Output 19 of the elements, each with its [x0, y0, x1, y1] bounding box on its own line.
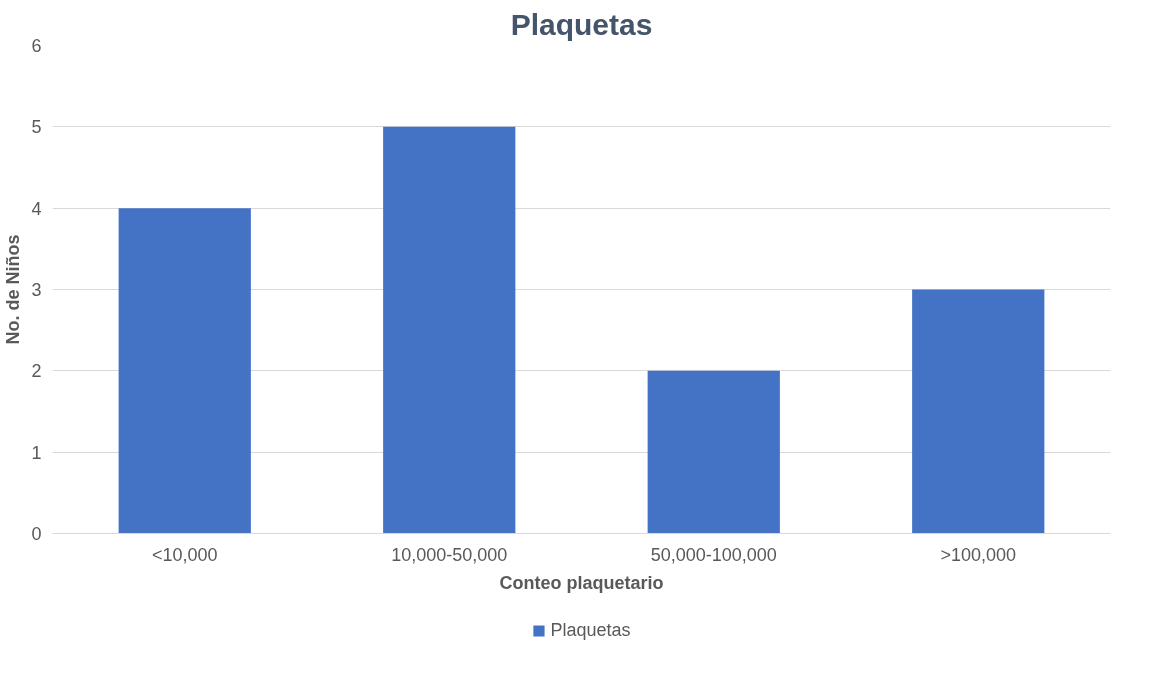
y-axis-title: No. de Niños [3, 234, 24, 345]
y-tick-label: 6 [31, 36, 42, 56]
y-tick-label: 5 [31, 117, 42, 138]
y-tick-label: 2 [31, 361, 42, 382]
legend-label: Plaquetas [550, 619, 631, 641]
y-tick-label: 3 [31, 280, 42, 300]
bar [118, 208, 251, 534]
x-tick-label: 50,000-100,000 [650, 544, 777, 565]
x-tick-label: 10,000-50,000 [391, 544, 508, 565]
y-tick-label: 1 [31, 442, 42, 463]
chart-title: Plaquetas [510, 7, 653, 41]
bar [383, 126, 516, 534]
y-tick-label: 4 [31, 198, 42, 219]
x-tick-label: >100,000 [940, 544, 1017, 565]
y-tick-label: 0 [31, 524, 42, 544]
x-tick-label: <10,000 [151, 544, 218, 565]
bar [912, 289, 1045, 534]
bar [647, 370, 780, 534]
x-axis-title: Conteo plaquetario [499, 572, 664, 593]
